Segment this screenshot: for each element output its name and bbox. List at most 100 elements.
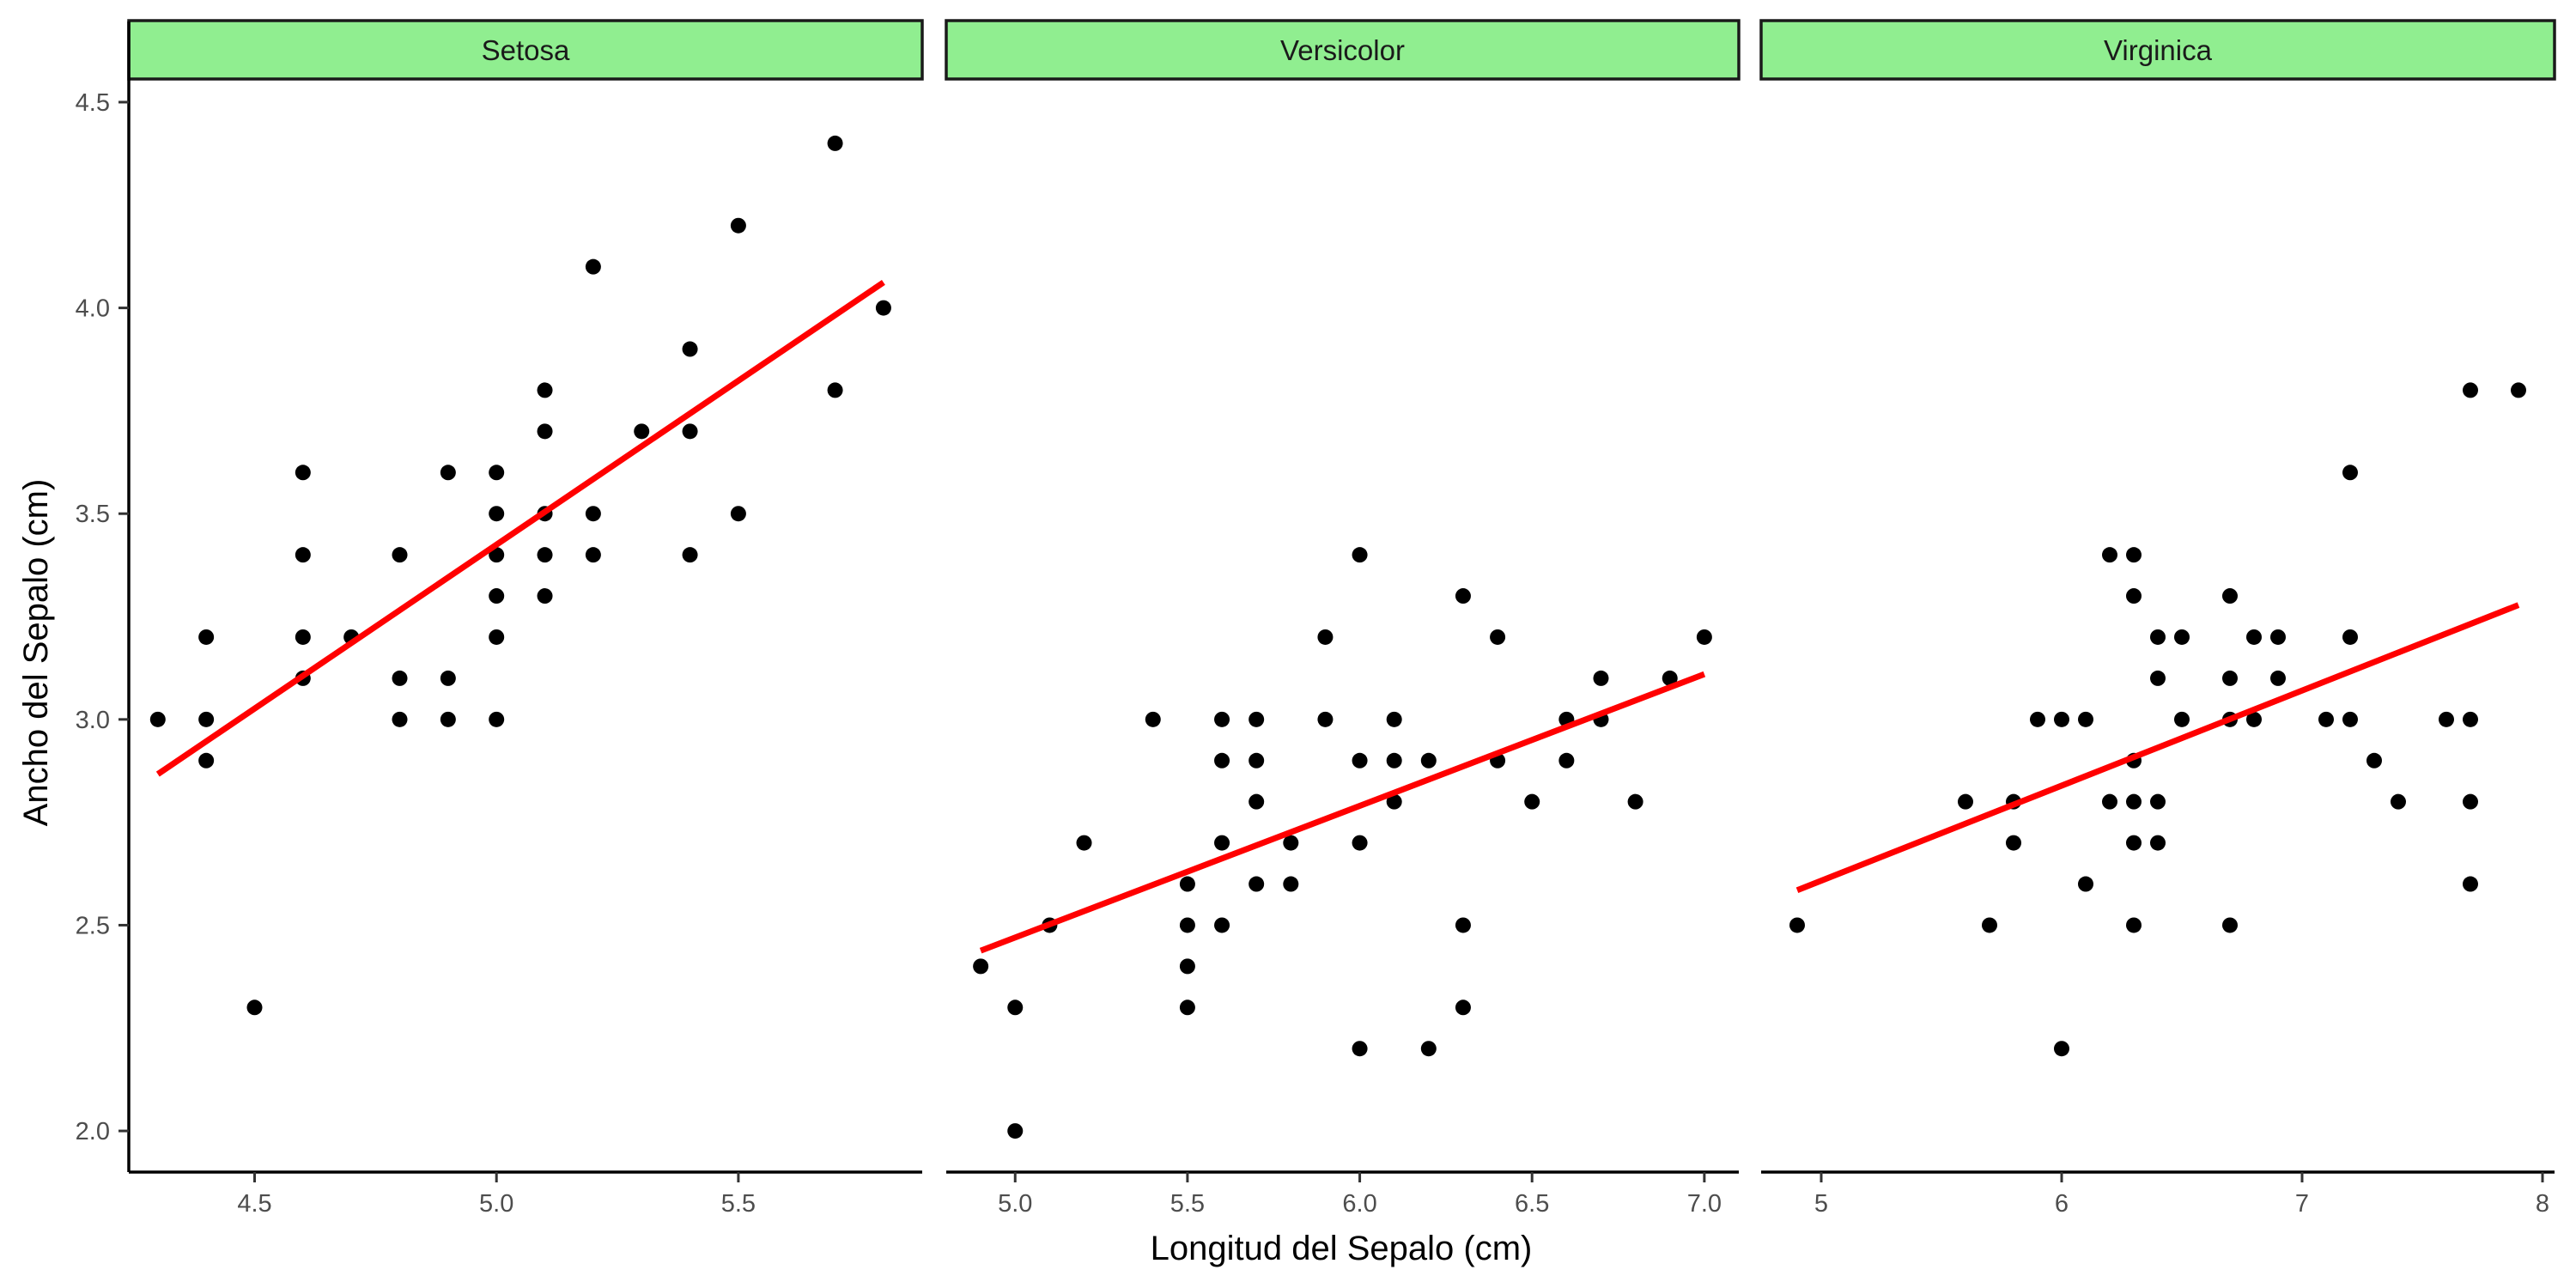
data-point xyxy=(682,547,698,563)
data-point xyxy=(1386,752,1402,769)
data-point xyxy=(1179,999,1195,1016)
data-point xyxy=(2463,793,2478,810)
data-point xyxy=(2366,752,2382,769)
x-tick-label: 5.0 xyxy=(998,1190,1032,1218)
data-point xyxy=(875,300,891,316)
data-point xyxy=(1490,629,1506,645)
data-point xyxy=(1179,958,1195,975)
data-point xyxy=(1249,876,1265,892)
data-point xyxy=(489,711,505,727)
strip-label: Versicolor xyxy=(1280,34,1405,66)
data-point xyxy=(198,711,215,727)
data-point xyxy=(1352,835,1368,851)
data-point xyxy=(1420,752,1437,769)
data-points xyxy=(1789,382,2526,1057)
data-point xyxy=(1249,752,1265,769)
strip-label: Virginica xyxy=(2104,34,2213,66)
data-point xyxy=(682,341,698,357)
data-point xyxy=(246,999,263,1016)
regression-line xyxy=(979,671,1706,954)
x-tick-label: 6.0 xyxy=(1342,1190,1376,1218)
data-point xyxy=(1455,917,1471,933)
data-point xyxy=(730,217,746,234)
data-point xyxy=(489,506,505,522)
data-point xyxy=(1455,588,1471,605)
data-point xyxy=(1982,917,1997,933)
data-point xyxy=(1593,670,1609,686)
data-point xyxy=(2078,876,2093,892)
data-point xyxy=(2246,711,2262,727)
data-point xyxy=(2150,835,2166,851)
data-point xyxy=(2150,629,2166,645)
data-points xyxy=(973,547,1712,1139)
data-point xyxy=(2246,629,2262,645)
y-tick-label: 3.0 xyxy=(76,707,110,734)
data-point xyxy=(2054,1041,2069,1057)
data-point xyxy=(2054,711,2069,727)
data-point xyxy=(489,547,505,563)
data-point xyxy=(1076,835,1092,851)
data-point xyxy=(2102,547,2117,563)
data-point xyxy=(2270,629,2286,645)
x-tick-label: 7.0 xyxy=(1687,1190,1722,1218)
x-tick-label: 8 xyxy=(2536,1190,2549,1218)
data-point xyxy=(1007,999,1024,1016)
regression-line xyxy=(1795,602,2520,893)
data-point xyxy=(1789,917,1805,933)
strip-background xyxy=(1759,19,2556,81)
data-point xyxy=(2391,793,2406,810)
x-tick-label: 6.5 xyxy=(1515,1190,1549,1218)
x-tick-label: 5.5 xyxy=(721,1190,756,1218)
data-point xyxy=(1214,752,1230,769)
data-point xyxy=(537,382,553,398)
data-point xyxy=(1386,711,1402,727)
y-axis-title: Ancho del Sepalo (cm) xyxy=(17,479,55,827)
x-tick-label: 5.0 xyxy=(479,1190,513,1218)
data-point xyxy=(392,547,408,563)
data-point xyxy=(2150,670,2166,686)
data-point xyxy=(827,382,843,398)
data-point xyxy=(537,423,553,440)
data-point xyxy=(537,588,553,605)
data-point xyxy=(2342,629,2358,645)
data-point xyxy=(2463,382,2478,398)
data-point xyxy=(489,465,505,481)
data-point xyxy=(2126,835,2142,851)
data-point xyxy=(2463,876,2478,892)
data-point xyxy=(392,670,408,686)
panel-setosa: Setosa 4.5 5.0 5.5 xyxy=(127,19,924,1218)
data-point xyxy=(1249,711,1265,727)
data-point xyxy=(392,711,408,727)
data-point xyxy=(585,506,601,522)
data-point xyxy=(2222,917,2238,933)
y-axis: 2.0 2.5 3.0 3.5 4.0 4.5 xyxy=(76,21,131,1172)
data-point xyxy=(2030,711,2045,727)
data-point xyxy=(2463,711,2478,727)
data-point xyxy=(585,547,601,563)
data-point xyxy=(2126,793,2142,810)
data-point xyxy=(1317,629,1334,645)
data-point xyxy=(149,711,166,727)
x-tick-label: 6 xyxy=(2055,1190,2069,1218)
data-point xyxy=(2342,711,2358,727)
data-point xyxy=(489,588,505,605)
x-tick-label: 4.5 xyxy=(237,1190,271,1218)
data-point xyxy=(1352,547,1368,563)
data-point xyxy=(2439,711,2454,727)
data-point xyxy=(2318,711,2334,727)
data-point xyxy=(537,547,553,563)
x-axis-title: Longitud del Sepalo (cm) xyxy=(1151,1230,1533,1267)
facet-strip: Versicolor xyxy=(945,19,1741,81)
data-point xyxy=(2126,917,2142,933)
data-point xyxy=(489,629,505,645)
x-tick-label: 5 xyxy=(1814,1190,1828,1218)
data-points xyxy=(149,135,891,1016)
data-point xyxy=(682,423,698,440)
data-point xyxy=(1214,711,1230,727)
data-point xyxy=(1420,1041,1437,1057)
data-point xyxy=(198,752,215,769)
data-point xyxy=(1455,999,1471,1016)
data-point xyxy=(2174,711,2190,727)
y-tick-label: 4.5 xyxy=(76,89,110,117)
